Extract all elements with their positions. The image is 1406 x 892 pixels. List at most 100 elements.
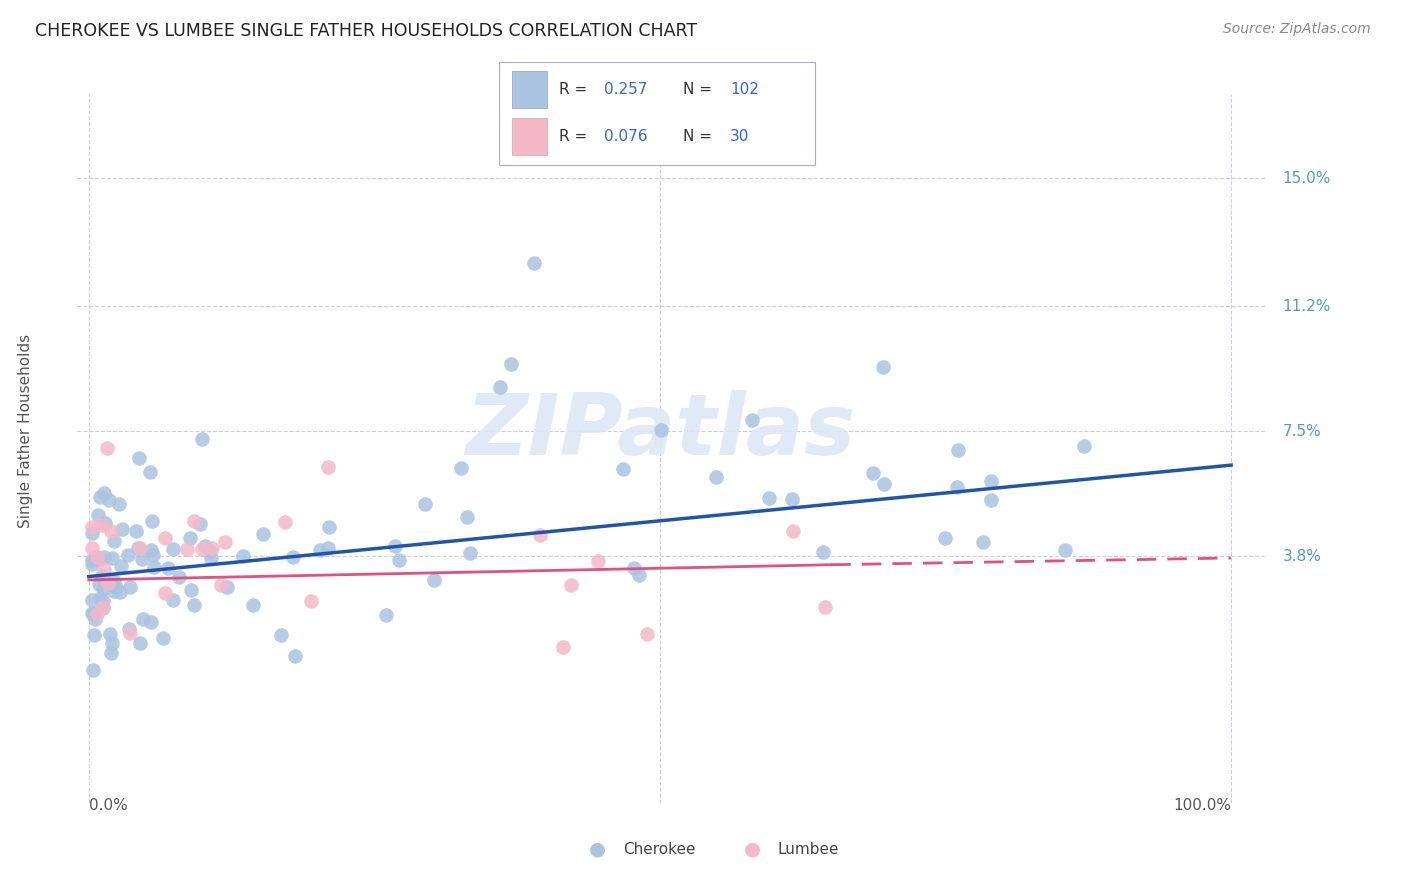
Text: 3.8%: 3.8% [1282,549,1322,564]
Text: N =: N = [683,81,717,96]
Point [108,497,131,511]
Point [141,615,163,629]
Point [152,631,174,645]
Point [209,577,232,591]
Point [98,493,121,508]
Point [96,442,118,455]
Point [86,607,108,622]
Point [108,584,131,599]
Point [458,546,481,560]
Point [741,413,763,427]
Point [972,534,994,549]
Point [450,460,472,475]
Point [201,541,224,556]
Point [124,524,146,538]
Text: ●: ● [589,839,606,859]
Point [191,432,214,446]
Point [82,525,104,540]
Point [91,593,114,607]
Point [82,592,104,607]
Text: ZIPatlas: ZIPatlas [465,390,855,473]
Point [200,550,222,565]
Point [84,612,107,626]
Point [586,554,609,568]
Point [198,544,221,558]
Text: 30: 30 [730,128,749,144]
Point [83,628,105,642]
Point [612,461,634,475]
Point [281,549,304,564]
Point [93,562,115,576]
Point [91,582,114,596]
Point [316,541,339,555]
Point [82,607,104,621]
Point [560,578,582,592]
Point [111,522,134,536]
Point [523,255,546,269]
Text: 102: 102 [730,81,759,96]
Point [128,450,150,465]
Point [82,541,104,555]
Point [89,552,111,566]
Point [89,491,111,505]
Point [758,491,780,505]
Point [156,561,179,575]
Point [82,553,104,567]
Point [131,552,153,566]
Point [142,548,165,562]
Point [82,663,104,677]
Point [120,626,142,640]
Point [82,520,104,534]
Point [100,626,122,640]
Point [194,539,217,553]
Point [215,580,238,594]
Point [456,509,478,524]
Point [93,573,115,587]
Point [120,580,142,594]
Point [374,607,396,622]
Point [946,442,969,457]
Point [141,542,163,557]
Point [155,532,177,546]
Point [1073,439,1095,453]
Point [627,568,650,582]
Point [132,612,155,626]
Point [214,535,236,549]
Point [129,541,152,555]
Point [782,524,804,538]
Point [103,583,125,598]
Point [93,549,115,564]
Text: 11.2%: 11.2% [1282,299,1331,314]
Point [318,460,340,475]
Text: ●: ● [744,839,761,859]
Point [82,606,104,620]
Point [162,593,184,607]
Point [980,474,1002,488]
Point [162,542,184,557]
Point [284,649,307,664]
Point [183,598,205,612]
Point [139,466,162,480]
Bar [512,118,547,155]
Point [814,600,837,615]
Bar [512,70,547,108]
Text: 15.0%: 15.0% [1282,170,1331,186]
Point [117,622,139,636]
Point [188,517,211,532]
Point [180,582,202,597]
Point [873,477,896,491]
Point [93,486,115,500]
Point [94,516,117,530]
Point [91,600,114,615]
Text: CHEROKEE VS LUMBEE SINGLE FATHER HOUSEHOLDS CORRELATION CHART: CHEROKEE VS LUMBEE SINGLE FATHER HOUSEHO… [35,22,697,40]
Point [384,539,406,553]
Point [811,544,834,558]
Point [946,480,969,494]
Point [141,515,163,529]
Text: Source: ZipAtlas.com: Source: ZipAtlas.com [1223,22,1371,37]
Point [782,491,804,506]
Point [318,519,340,533]
Point [529,528,551,542]
Point [183,515,205,529]
Point [90,569,112,583]
